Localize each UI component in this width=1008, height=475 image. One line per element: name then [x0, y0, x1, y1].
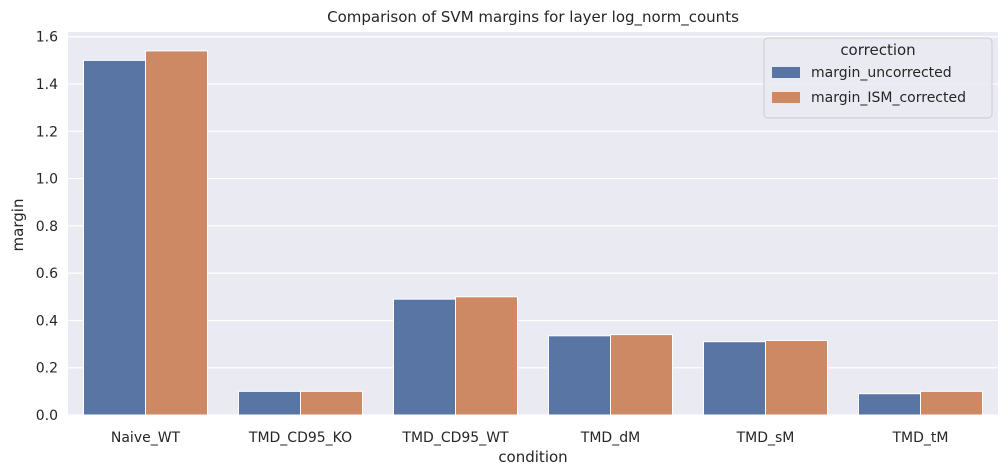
legend-entry: margin_ISM_corrected	[811, 90, 966, 106]
legend-box	[763, 37, 993, 119]
bar-margin_ISM_corrected-TMD_tM	[920, 390, 983, 416]
x-axis-label: condition	[498, 448, 567, 466]
legend: correction margin_uncorrected margin_ISM_…	[763, 37, 993, 119]
bar-margin_uncorrected-TMD_sM	[703, 341, 766, 416]
x-tick-label: TMD_sM	[736, 430, 795, 446]
y-tick-label: 0.8	[36, 219, 58, 235]
legend-swatch	[772, 92, 800, 103]
bar-margin_uncorrected-TMD_tM	[858, 393, 921, 416]
y-tick-label: 1.2	[36, 124, 58, 140]
bar-margin_uncorrected-Naive_WT	[83, 59, 146, 416]
bar-margin_uncorrected-TMD_dM	[548, 335, 611, 416]
bars	[83, 50, 983, 416]
bar-margin_ISM_corrected-TMD_dM	[610, 334, 673, 416]
y-tick-label: 0.0	[36, 408, 58, 424]
x-axis: Naive_WT TMD_CD95_KO TMD_CD95_WT TMD_dM TMD_…	[111, 430, 949, 446]
bar-margin_ISM_corrected-TMD_sM	[765, 340, 828, 416]
y-tick-label: 1.4	[36, 77, 58, 93]
y-tick-label: 0.4	[36, 313, 58, 329]
y-axis-label: margin	[9, 199, 27, 252]
legend-swatch	[772, 67, 800, 78]
x-tick-label: Naive_WT	[111, 430, 181, 446]
bar-margin_ISM_corrected-TMD_CD95_KO	[300, 390, 363, 416]
legend-entry: margin_uncorrected	[811, 65, 952, 81]
chart-title: Comparison of SVM margins for layer log_…	[327, 8, 739, 27]
x-tick-label: TMD_CD95_KO	[248, 430, 352, 446]
legend-title: correction	[840, 41, 915, 59]
x-tick-label: TMD_dM	[580, 430, 640, 446]
bar-margin_ISM_corrected-TMD_CD95_WT	[455, 296, 518, 416]
y-tick-label: 1.0	[36, 172, 58, 188]
y-tick-label: 0.6	[36, 266, 58, 282]
bar-margin_uncorrected-TMD_CD95_KO	[238, 390, 301, 416]
x-tick-label: TMD_tM	[892, 430, 949, 446]
grid	[68, 36, 998, 416]
x-tick-label: TMD_CD95_WT	[401, 430, 509, 446]
y-tick-label: 0.2	[36, 361, 58, 377]
bar-margin_ISM_corrected-Naive_WT	[145, 50, 208, 416]
bar-margin_uncorrected-TMD_CD95_WT	[393, 298, 456, 416]
y-tick-label: 1.6	[36, 30, 58, 46]
y-axis: 0.0 0.2 0.4 0.6 0.8 1.0 1.2 1.4 1.6	[36, 30, 58, 424]
